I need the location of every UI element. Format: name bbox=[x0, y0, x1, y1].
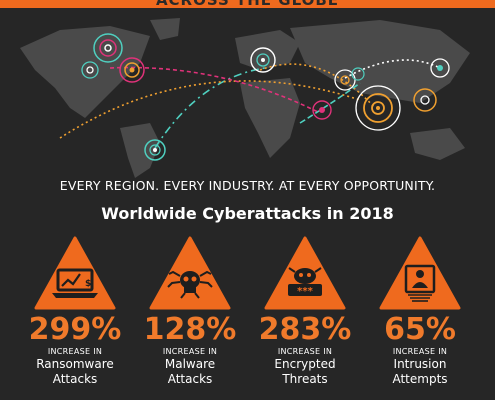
top-banner: ACROSS THE GLOBE bbox=[0, 0, 495, 8]
world-attack-map bbox=[20, 18, 470, 178]
target-europe bbox=[250, 47, 276, 73]
stat-encrypted: *** 283% INCREASE IN Encrypted Threats bbox=[250, 236, 360, 386]
stat-intrusion: 65% INCREASE IN Intrusion Attempts bbox=[365, 236, 475, 386]
svg-text:$: $ bbox=[85, 279, 91, 289]
stat-label-line2: Attacks bbox=[167, 372, 213, 386]
stat-label-line1: Encrypted bbox=[274, 357, 336, 371]
stat-malware: 128% INCREASE IN Malware Attacks bbox=[135, 236, 245, 386]
stat-value: 299% bbox=[28, 312, 122, 347]
stat-ransomware: $ 299% INCREASE IN Ransomware Attacks bbox=[20, 236, 130, 386]
stat-label-line2: Attacks bbox=[52, 372, 98, 386]
target-south-america bbox=[144, 139, 166, 161]
hacker-screen-icon bbox=[379, 236, 461, 310]
stat-value: 283% bbox=[258, 312, 352, 347]
laptop-ransom-icon: $ bbox=[34, 236, 116, 310]
section-heading: Worldwide Cyberattacks in 2018 bbox=[101, 204, 394, 223]
tagline: EVERY REGION. EVERY INDUSTRY. AT EVERY O… bbox=[59, 178, 436, 193]
target-east-us bbox=[81, 61, 99, 79]
attack-targets bbox=[81, 33, 450, 161]
world-map-dots bbox=[20, 18, 470, 178]
encrypted-password-icon: *** bbox=[264, 236, 346, 310]
stat-label-line1: Ransomware bbox=[36, 357, 114, 371]
target-russia bbox=[334, 69, 356, 91]
stat-label-line1: Intrusion bbox=[393, 357, 447, 371]
banner-title: ACROSS THE GLOBE bbox=[0, 0, 495, 8]
stat-label-line1: Malware bbox=[164, 357, 216, 371]
stat-caption: INCREASE IN bbox=[47, 347, 103, 356]
svg-text:***: *** bbox=[297, 286, 313, 297]
target-india bbox=[355, 85, 401, 131]
stat-caption: INCREASE IN bbox=[162, 347, 218, 356]
target-east-asia bbox=[351, 58, 450, 81]
stat-label-line2: Threats bbox=[282, 372, 328, 386]
target-middle-east bbox=[312, 100, 332, 120]
target-west-us bbox=[93, 33, 123, 63]
skull-bug-icon bbox=[149, 236, 231, 310]
stat-label-line2: Attempts bbox=[392, 372, 448, 386]
target-central-us bbox=[119, 57, 145, 83]
stat-value: 65% bbox=[384, 312, 456, 347]
stat-value: 128% bbox=[143, 312, 237, 347]
stat-caption: INCREASE IN bbox=[392, 347, 448, 356]
target-china bbox=[413, 88, 437, 112]
stat-caption: INCREASE IN bbox=[277, 347, 333, 356]
